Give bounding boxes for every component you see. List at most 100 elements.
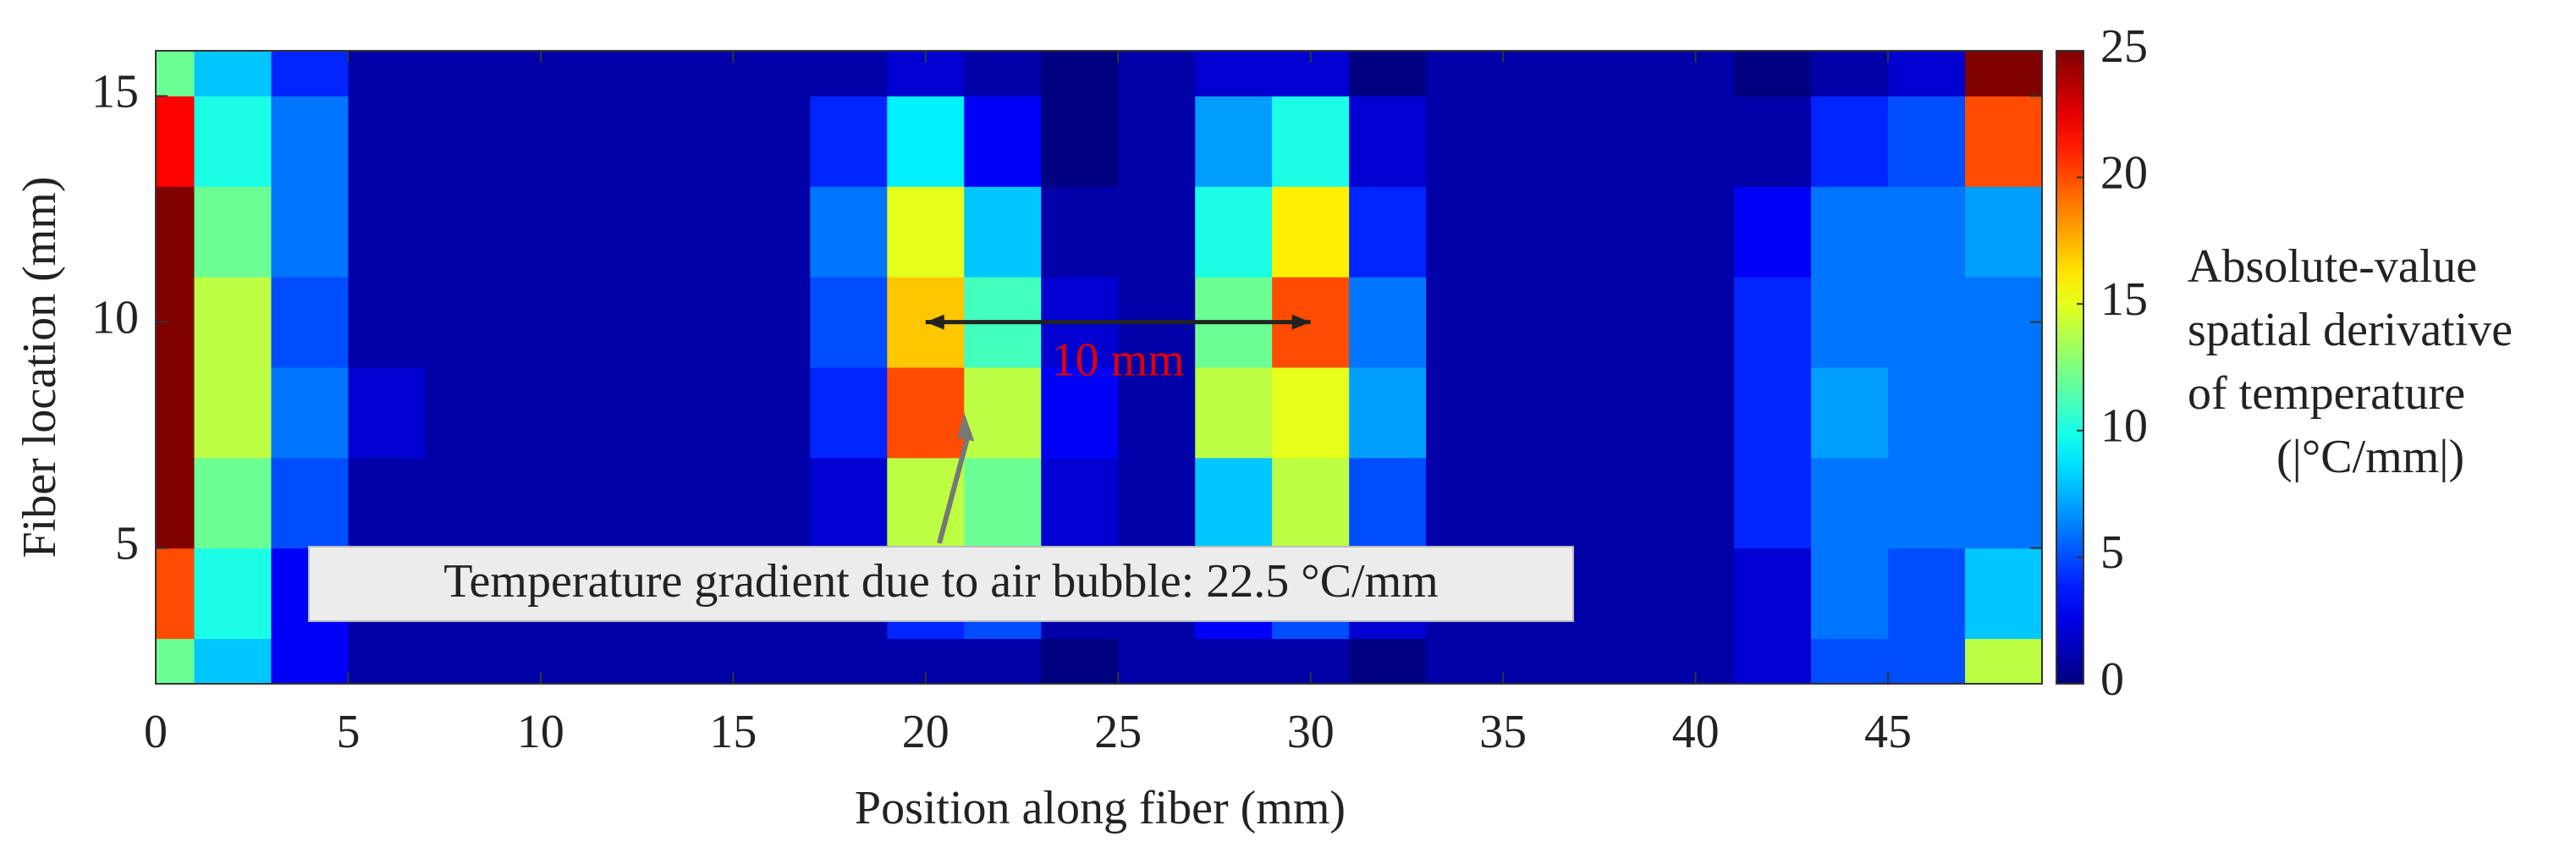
contour-cell — [271, 638, 349, 684]
contour-cell — [964, 96, 1042, 187]
contour-cell — [271, 277, 349, 368]
contour-cell — [733, 51, 811, 96]
contour-cell — [964, 367, 1042, 459]
contour-cell — [1888, 277, 1966, 368]
contour-cell — [810, 96, 888, 187]
contour-cell — [1811, 186, 1889, 278]
contour-cell — [1118, 367, 1196, 459]
contour-cell — [502, 277, 580, 368]
contour-cell — [1118, 96, 1196, 187]
plot-frame — [155, 50, 2043, 685]
contour-cell — [348, 638, 426, 684]
callout-arrowhead — [957, 412, 975, 442]
contour-cell — [1349, 638, 1427, 684]
contour-cell — [1195, 367, 1273, 459]
contour-cell — [810, 186, 888, 278]
colorbar-tick-label: 0 — [2100, 653, 2124, 706]
contour-cell — [1426, 51, 1504, 96]
contour-cell — [1349, 96, 1427, 187]
contour-cell — [887, 186, 965, 278]
contour-cell — [1657, 457, 1735, 549]
contour-cell — [1503, 367, 1581, 459]
contour-cell — [1195, 457, 1273, 549]
contour-cell — [1734, 548, 1812, 640]
contour-cell — [1041, 96, 1119, 187]
contour-cell — [1349, 277, 1427, 368]
contour-cell — [425, 51, 503, 96]
callout-text: Temperature gradient due to air bubble: … — [443, 555, 1438, 608]
contour-cell — [579, 277, 657, 368]
contour-cell — [1426, 186, 1504, 278]
contour-cell — [271, 186, 349, 278]
contour-cell — [1580, 548, 1658, 640]
contour-cell — [1118, 457, 1196, 549]
measure-label: 10 mm — [1052, 333, 1185, 386]
contour-cell — [887, 367, 965, 459]
contour-cell — [1580, 367, 1658, 459]
contour-cell — [156, 51, 195, 96]
x-tick-label: 0 — [144, 706, 168, 758]
contour-cell — [1965, 51, 2042, 96]
x-tick-label: 15 — [709, 706, 757, 758]
contour-cell — [1580, 96, 1658, 187]
contour-cell — [964, 638, 1042, 684]
contour-cell — [1118, 186, 1196, 278]
callout-box — [308, 546, 1574, 622]
contour-cell — [1349, 367, 1427, 459]
contour-cell — [156, 457, 195, 549]
contour-cell — [1503, 638, 1581, 684]
contour-cell — [194, 51, 272, 96]
contour-cell — [194, 96, 272, 187]
x-tick-label: 5 — [336, 706, 360, 758]
contour-cell — [1041, 186, 1119, 278]
contour-cell — [733, 638, 811, 684]
contour-cell — [1734, 96, 1812, 187]
contour-cell — [810, 457, 888, 549]
contour-cell — [579, 367, 657, 459]
contour-cell — [348, 277, 426, 368]
contour-cell — [1811, 277, 1889, 368]
contour-cell — [1734, 277, 1812, 368]
contour-cell — [194, 638, 272, 684]
contour-cell — [656, 367, 734, 459]
contour-cell — [1657, 96, 1735, 187]
contour-cell — [1734, 367, 1812, 459]
contour-cell — [733, 186, 811, 278]
contour-cell — [156, 548, 195, 640]
contour-cell — [271, 367, 349, 459]
contour-cell — [1349, 51, 1427, 96]
contour-cell — [1811, 367, 1889, 459]
contour-cell — [194, 277, 272, 368]
contour-cell — [656, 96, 734, 187]
x-tick-label: 40 — [1672, 706, 1720, 758]
x-tick-label: 25 — [1094, 706, 1142, 758]
contour-cell — [579, 638, 657, 684]
contour-cell — [733, 367, 811, 459]
contour-cell — [1503, 186, 1581, 278]
callout-arrow — [937, 430, 972, 544]
colorbar-label: spatial derivative — [2188, 304, 2513, 356]
contour-cell — [156, 186, 195, 278]
contour-cell — [425, 277, 503, 368]
contour-cell — [579, 186, 657, 278]
contour-cell — [1734, 186, 1812, 278]
contour-cell — [271, 457, 349, 549]
contour-cell — [1734, 51, 1812, 96]
contour-cell — [579, 51, 657, 96]
contour-cell — [1580, 51, 1658, 96]
contour-cell — [810, 277, 888, 368]
contour-cell — [1811, 457, 1889, 549]
colorbar — [2056, 50, 2084, 685]
contour-cell — [1349, 186, 1427, 278]
contour-cell — [1426, 638, 1504, 684]
contour-cell — [1888, 367, 1966, 459]
x-tick-label: 30 — [1287, 706, 1335, 758]
contour-cell — [656, 277, 734, 368]
x-axis-label: Position along fiber (mm) — [855, 782, 1346, 834]
contour-cell — [1888, 548, 1966, 640]
contour-cell — [348, 96, 426, 187]
contour-cell — [348, 457, 426, 549]
contour-cell — [1965, 96, 2042, 187]
contour-cell — [1811, 638, 1889, 684]
